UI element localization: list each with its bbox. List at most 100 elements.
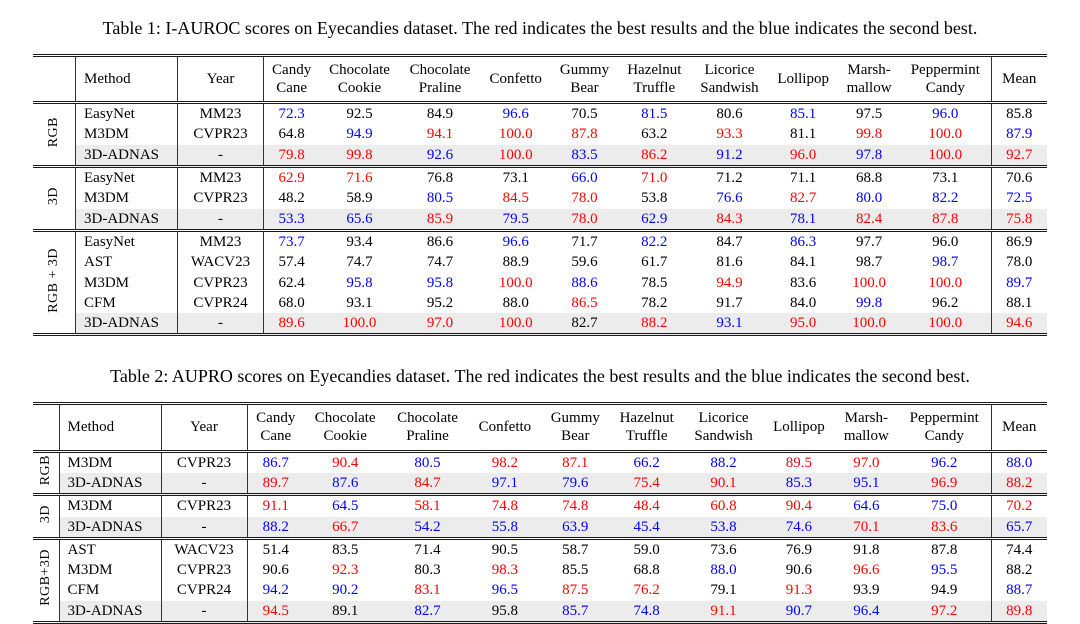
row-group: RGB+3D AST WACV23 51.4 83.5 71.4 90.5 58.7 59.0 7…	[33, 538, 1047, 623]
score-cell: 95.2	[426, 294, 454, 311]
score-cell: 90.7	[763, 600, 835, 623]
row-group: RGB M3DM CVPR23 86.7 90.4 80.5 98.2 87.1 66.2 88.…	[33, 451, 1047, 495]
score-cell: 83.5	[551, 144, 618, 167]
column-header: Peppermint Candy	[909, 410, 979, 445]
score-cell: 96.9	[898, 472, 991, 495]
method-cell: AST	[59, 538, 162, 561]
score-cell: 71.7	[571, 233, 598, 250]
row-group-label: RGB	[33, 451, 60, 495]
row-group-label-text: RGB	[46, 116, 61, 148]
score-cell: 82.7	[790, 190, 817, 207]
score-cell: 97.8	[838, 144, 901, 167]
column-header: Licorice Sandwish	[700, 61, 759, 96]
year-cell: CVPR23	[161, 560, 248, 581]
table-row: 3D M3DM CVPR23 91.1 64.5 58.1 74.8 74.8 48.4 60.8…	[33, 494, 1047, 539]
score-cell: 89.5	[785, 454, 813, 471]
mean-cell: 92.7	[990, 144, 1047, 167]
score-cell: 99.8	[855, 294, 883, 311]
score-cell: 90.1	[683, 472, 764, 495]
column-header: Chocolate Cookie	[329, 61, 390, 96]
score-cell: 81.6	[716, 254, 743, 271]
score-cell: 91.1	[683, 600, 764, 623]
score-cell: 92.3	[332, 562, 359, 579]
score-cell: 79.8	[263, 144, 320, 167]
score-cell: 97.0	[399, 313, 481, 335]
row-group: 3D M3DM CVPR23 91.1 64.5 58.1 74.8 74.8 48.4 60.8…	[33, 494, 1047, 539]
score-cell: 96.6	[502, 233, 529, 250]
score-cell: 87.5	[562, 582, 589, 599]
table-row: RGB + 3D EasyNet MM23 73.7 93.4 86.6 96.6 71.7 8…	[33, 230, 1047, 335]
method-cell: 3D-ADNAS	[75, 313, 178, 335]
column-header: Confetto	[489, 70, 542, 87]
score-cell: 45.4	[609, 516, 684, 539]
mean-cell: 89.7	[990, 272, 1047, 293]
score-cell: 95.8	[346, 274, 373, 291]
score-cell: 93.4	[346, 233, 373, 250]
table2-caption: Table 2: AUPRO scores on Eyecandies data…	[110, 366, 970, 387]
score-cell: 86.3	[790, 233, 817, 250]
score-cell: 97.5	[855, 106, 883, 123]
score-cell: 100.0	[852, 274, 886, 291]
mean-cell: 88.2	[990, 472, 1047, 495]
score-cell: 62.9	[278, 170, 305, 187]
score-cell: 89.7	[247, 472, 305, 495]
score-cell: 90.4	[785, 498, 813, 515]
score-cell: 80.0	[855, 190, 883, 207]
mean-cell: 74.4	[990, 538, 1047, 561]
row-group-label-text: 3D	[46, 186, 61, 205]
row-group: RGB + 3D EasyNet MM23 73.7 93.4 86.6 96.6 71.7 8…	[33, 230, 1047, 335]
score-cell: 74.8	[491, 498, 519, 515]
table-row: M3DM CVPR23 64.8 94.9 94.1 100.0 87.8 63.2 93.3 8…	[33, 124, 1047, 145]
score-cell: 78.2	[641, 294, 668, 311]
column-header: Confetto	[478, 419, 532, 436]
mean-cell: 87.9	[990, 124, 1047, 145]
score-cell: 74.7	[426, 254, 454, 271]
column-header: Peppermint Candy	[910, 61, 980, 96]
score-cell: 79.6	[541, 472, 610, 495]
column-header: Chocolate Praline	[409, 61, 471, 96]
score-cell: 80.3	[414, 562, 441, 579]
score-cell: 96.4	[834, 600, 899, 623]
mean-cell: 85.8	[990, 102, 1047, 125]
score-cell: 82.2	[641, 233, 668, 250]
score-cell: 100.0	[480, 313, 552, 335]
score-cell: 53.3	[263, 208, 320, 231]
method-cell: M3DM	[75, 124, 178, 145]
method-cell: CFM	[75, 292, 178, 314]
score-cell: 63.9	[541, 516, 610, 539]
score-cell: 64.5	[332, 498, 359, 515]
group-column-header	[33, 55, 76, 103]
score-cell: 71.4	[414, 541, 441, 558]
score-cell: 84.9	[426, 106, 454, 123]
mean-cell: 70.2	[990, 494, 1047, 517]
score-cell: 93.3	[716, 126, 743, 143]
year-cell: WACV23	[161, 538, 248, 561]
year-cell: CVPR24	[177, 292, 264, 314]
score-cell: 74.8	[609, 600, 684, 623]
score-cell: 81.5	[641, 106, 668, 123]
score-cell: 61.7	[641, 254, 668, 271]
score-cell: 70.1	[834, 516, 899, 539]
score-cell: 93.1	[690, 313, 769, 335]
method-cell: M3DM	[75, 272, 178, 293]
score-cell: 78.5	[641, 274, 668, 291]
column-header: Gummy Bear	[559, 61, 610, 96]
score-cell: 48.2	[278, 190, 305, 207]
score-cell: 82.4	[838, 208, 901, 231]
column-header: Marsh- mallow	[843, 410, 889, 445]
score-cell: 93.1	[346, 294, 373, 311]
score-cell: 57.4	[278, 254, 305, 271]
score-cell: 91.3	[785, 582, 813, 599]
row-group: RGB EasyNet MM23 72.3 92.5 84.9 96.6 70.5 81.5 80…	[33, 102, 1047, 167]
score-cell: 100.0	[498, 274, 533, 291]
year-cell: -	[177, 144, 264, 167]
score-cell: 89.6	[263, 313, 320, 335]
score-cell: 80.5	[414, 454, 441, 471]
score-cell: 99.8	[855, 126, 883, 143]
score-cell: 96.0	[932, 106, 959, 123]
score-cell: 97.0	[853, 454, 880, 471]
table-row: RGB EasyNet MM23 72.3 92.5 84.9 96.6 70.5 81.5 80…	[33, 102, 1047, 167]
score-cell: 76.8	[426, 170, 454, 187]
row-group-label: RGB + 3D	[33, 230, 76, 335]
table-row: 3D-ADNAS -79.8 99.8 92.6 100.0 83.5 86.2 91.2 96…	[33, 144, 1047, 167]
